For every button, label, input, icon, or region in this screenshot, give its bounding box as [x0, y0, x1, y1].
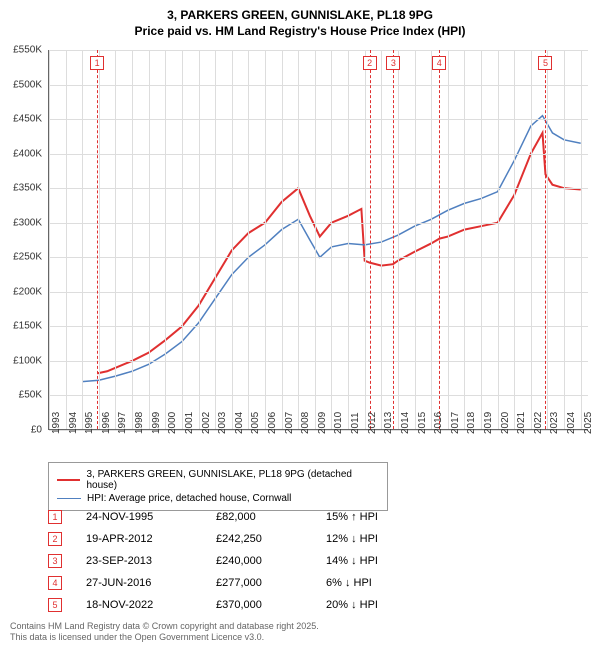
x-axis-label: 2010: [333, 412, 344, 434]
marker-badge-2: 2: [363, 56, 377, 70]
transaction-price: £370,000: [216, 599, 326, 611]
x-axis-label: 2019: [483, 412, 494, 434]
y-axis-label: £50K: [19, 390, 42, 401]
marker-line-4: [439, 50, 440, 429]
marker-badge-3: 3: [386, 56, 400, 70]
transaction-price: £82,000: [216, 511, 326, 523]
transaction-badge: 2: [48, 532, 62, 546]
legend-label: HPI: Average price, detached house, Corn…: [87, 493, 291, 504]
transaction-date: 19-APR-2012: [86, 533, 216, 545]
x-axis-label: 2014: [400, 412, 411, 434]
x-axis-label: 1999: [151, 412, 162, 434]
y-axis-label: £300K: [13, 217, 42, 228]
x-axis-label: 2011: [350, 412, 361, 434]
x-axis-label: 1997: [117, 412, 128, 434]
legend: 3, PARKERS GREEN, GUNNISLAKE, PL18 9PG (…: [48, 462, 388, 511]
x-axis-label: 2007: [284, 412, 295, 434]
transaction-row: 4 27-JUN-2016£277,0006% ↓ HPI: [48, 572, 426, 594]
transaction-row: 3 23-SEP-2013£240,00014% ↓ HPI: [48, 550, 426, 572]
x-axis-label: 2013: [383, 412, 394, 434]
x-axis-label: 2023: [549, 412, 560, 434]
legend-item: HPI: Average price, detached house, Corn…: [57, 493, 379, 504]
transaction-badge: 3: [48, 554, 62, 568]
y-axis-label: £150K: [13, 321, 42, 332]
y-axis-label: £100K: [13, 355, 42, 366]
transaction-price: £277,000: [216, 577, 326, 589]
x-axis-label: 2008: [300, 412, 311, 434]
y-axis-label: £500K: [13, 79, 42, 90]
x-axis-label: 2006: [267, 412, 278, 434]
chart-container: 3, PARKERS GREEN, GUNNISLAKE, PL18 9PG P…: [0, 0, 600, 650]
transaction-date: 24-NOV-1995: [86, 511, 216, 523]
x-axis-label: 2015: [417, 412, 428, 434]
x-axis-label: 2017: [450, 412, 461, 434]
transaction-pct: 20% ↓ HPI: [326, 599, 426, 611]
transaction-row: 1 24-NOV-1995£82,00015% ↑ HPI: [48, 506, 426, 528]
x-axis-label: 1998: [134, 412, 145, 434]
x-axis-label: 2001: [184, 412, 195, 434]
line-svg: [49, 50, 589, 430]
transaction-row: 2 19-APR-2012£242,25012% ↓ HPI: [48, 528, 426, 550]
footer-line-2: This data is licensed under the Open Gov…: [10, 632, 319, 644]
y-axis-label: £350K: [13, 183, 42, 194]
footer-attribution: Contains HM Land Registry data © Crown c…: [10, 621, 319, 644]
x-axis-label: 2018: [466, 412, 477, 434]
x-axis-label: 1996: [101, 412, 112, 434]
legend-item: 3, PARKERS GREEN, GUNNISLAKE, PL18 9PG (…: [57, 469, 379, 491]
x-axis-label: 2020: [500, 412, 511, 434]
marker-badge-5: 5: [538, 56, 552, 70]
x-axis-label: 1994: [68, 412, 79, 434]
y-axis-label: £200K: [13, 286, 42, 297]
marker-line-5: [545, 50, 546, 429]
transaction-badge: 5: [48, 598, 62, 612]
x-axis-label: 1995: [84, 412, 95, 434]
y-axis-label: £550K: [13, 45, 42, 56]
x-axis-label: 2005: [250, 412, 261, 434]
x-axis-label: 2000: [167, 412, 178, 434]
series-price_paid: [97, 133, 581, 373]
x-axis-label: 2004: [234, 412, 245, 434]
marker-badge-1: 1: [90, 56, 104, 70]
transaction-price: £240,000: [216, 555, 326, 567]
y-axis-label: £400K: [13, 148, 42, 159]
x-axis-label: 2025: [583, 412, 594, 434]
x-axis-label: 1993: [51, 412, 62, 434]
x-axis-label: 2012: [367, 412, 378, 434]
marker-line-3: [393, 50, 394, 429]
marker-line-1: [97, 50, 98, 429]
x-axis-label: 2002: [201, 412, 212, 434]
footer-line-1: Contains HM Land Registry data © Crown c…: [10, 621, 319, 633]
y-axis-label: £0: [31, 425, 42, 436]
transaction-date: 23-SEP-2013: [86, 555, 216, 567]
transaction-pct: 15% ↑ HPI: [326, 511, 426, 523]
legend-swatch: [57, 479, 80, 481]
x-axis-label: 2024: [566, 412, 577, 434]
transaction-date: 18-NOV-2022: [86, 599, 216, 611]
transaction-date: 27-JUN-2016: [86, 577, 216, 589]
plot-region: 12345: [48, 50, 588, 430]
x-axis-label: 2022: [533, 412, 544, 434]
chart-title: 3, PARKERS GREEN, GUNNISLAKE, PL18 9PG: [0, 0, 600, 22]
transaction-badge: 4: [48, 576, 62, 590]
x-axis-label: 2003: [217, 412, 228, 434]
transaction-row: 5 18-NOV-2022£370,00020% ↓ HPI: [48, 594, 426, 616]
x-axis-label: 2016: [433, 412, 444, 434]
legend-swatch: [57, 498, 81, 500]
legend-label: 3, PARKERS GREEN, GUNNISLAKE, PL18 9PG (…: [86, 469, 379, 491]
transaction-pct: 6% ↓ HPI: [326, 577, 426, 589]
marker-badge-4: 4: [432, 56, 446, 70]
marker-line-2: [370, 50, 371, 429]
chart-subtitle: Price paid vs. HM Land Registry's House …: [0, 22, 600, 38]
transaction-badge: 1: [48, 510, 62, 524]
transaction-price: £242,250: [216, 533, 326, 545]
transaction-pct: 12% ↓ HPI: [326, 533, 426, 545]
chart-area: 12345 £0£50K£100K£150K£200K£250K£300K£35…: [48, 50, 588, 450]
y-axis-label: £450K: [13, 114, 42, 125]
transaction-pct: 14% ↓ HPI: [326, 555, 426, 567]
x-axis-label: 2009: [317, 412, 328, 434]
transactions-table: 1 24-NOV-1995£82,00015% ↑ HPI 2 19-APR-2012…: [48, 506, 426, 616]
x-axis-label: 2021: [516, 412, 527, 434]
y-axis-label: £250K: [13, 252, 42, 263]
